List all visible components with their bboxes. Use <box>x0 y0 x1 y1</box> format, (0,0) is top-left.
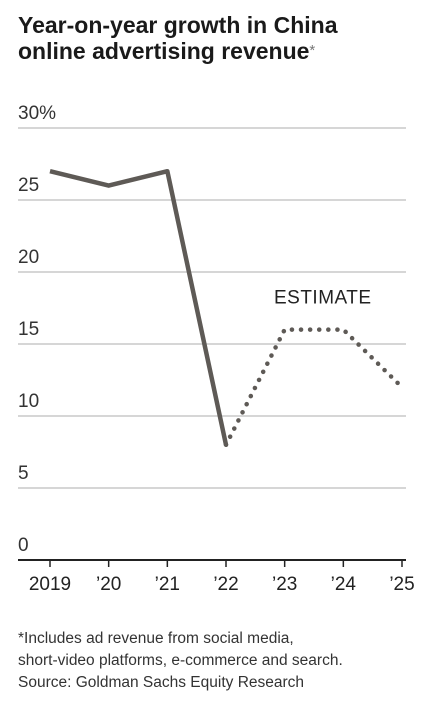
x-tick-label-2020: ’20 <box>96 574 121 595</box>
chart-footnote: *Includes ad revenue from social media, … <box>18 628 428 694</box>
x-tick-label-2023: ’23 <box>272 574 297 595</box>
y-tick-label-20: 20 <box>18 247 39 268</box>
x-tick-label-2025: ’25 <box>389 574 414 595</box>
x-tick-label-2021: ’21 <box>155 574 180 595</box>
footnote-line-1: *Includes ad revenue from social media, <box>18 630 294 647</box>
estimate-series-line <box>223 327 405 448</box>
actual-series-line <box>49 168 229 446</box>
title-line-2: online advertising revenue* <box>18 38 418 64</box>
y-tick-label-25: 25 <box>18 175 39 196</box>
y-tick-label-0: 0 <box>18 535 29 556</box>
chart-title: Year-on-year growth in China online adve… <box>18 12 418 64</box>
estimate-annotation: ESTIMATE <box>274 288 372 309</box>
source-note: Source: Goldman Sachs Equity Research <box>18 674 305 691</box>
x-tick-label-2022: ’22 <box>213 574 238 595</box>
y-tick-label-10: 10 <box>18 391 39 412</box>
title-footnote-marker: * <box>309 42 316 59</box>
title-line-2-text: online advertising revenue <box>18 38 310 64</box>
title-line-1: Year-on-year growth in China <box>18 12 338 38</box>
y-tick-label-5: 5 <box>18 463 29 484</box>
y-tick-label-15: 15 <box>18 319 39 340</box>
x-tick-label-2024: ’24 <box>331 574 357 595</box>
y-tick-label-30: 30% <box>18 103 56 124</box>
x-tick-label-2019: 2019 <box>29 574 71 595</box>
footnote-line-2: short-video platforms, e-commerce and se… <box>18 652 343 669</box>
